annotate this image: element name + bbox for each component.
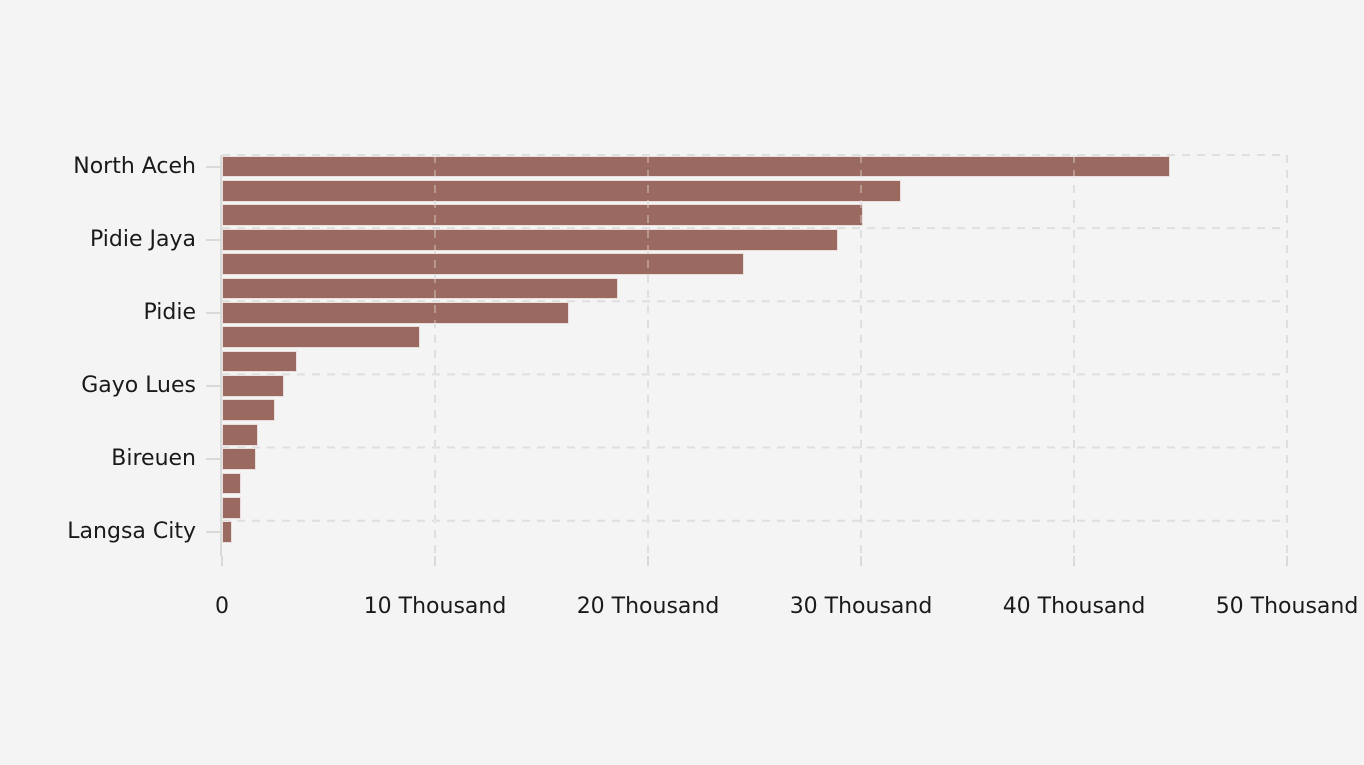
bar: [222, 350, 297, 373]
bar: [222, 204, 864, 227]
bar: [222, 301, 570, 324]
y-tick-mark: [206, 384, 220, 387]
x-tick-mark: [1073, 556, 1075, 566]
y-tick-mark: [206, 458, 220, 461]
y-tick-mark: [206, 311, 220, 314]
y-axis-label: Pidie Jaya: [90, 226, 196, 252]
y-tick-mark: [206, 238, 220, 241]
bar: [222, 277, 619, 300]
bar: [222, 423, 259, 446]
bar: [222, 521, 232, 544]
y-axis-line: [219, 155, 222, 556]
x-axis-label: 0: [215, 594, 229, 619]
y-tick-mark: [206, 165, 220, 168]
y-axis-label: Pidie: [143, 299, 196, 325]
bar: [222, 179, 902, 202]
x-axis-label: 10 Thousand: [363, 594, 507, 619]
y-axis-label: Bireuen: [111, 446, 196, 472]
x-axis-label: 30 Thousand: [789, 594, 933, 619]
y-axis-label: North Aceh: [73, 153, 196, 179]
y-axis-label: Langsa City: [67, 519, 196, 545]
y-tick-mark: [206, 531, 220, 534]
x-axis-label: 50 Thousand: [1215, 594, 1359, 619]
bar: [222, 155, 1170, 178]
bar: [222, 253, 744, 275]
bar: [222, 496, 241, 519]
bar: [222, 399, 276, 422]
bar: [222, 228, 838, 251]
x-axis-label: 40 Thousand: [1002, 594, 1146, 619]
x-tick-mark: [221, 556, 223, 566]
bar: [222, 326, 421, 349]
x-tick-mark: [647, 556, 649, 566]
bar: [222, 375, 284, 397]
x-tick-mark: [434, 556, 436, 566]
y-axis-label: Gayo Lues: [81, 372, 196, 398]
x-tick-mark: [1286, 556, 1288, 566]
x-axis-label: 20 Thousand: [576, 594, 720, 619]
x-tick-mark: [860, 556, 862, 566]
bar: [222, 472, 241, 495]
bar: [222, 448, 257, 470]
